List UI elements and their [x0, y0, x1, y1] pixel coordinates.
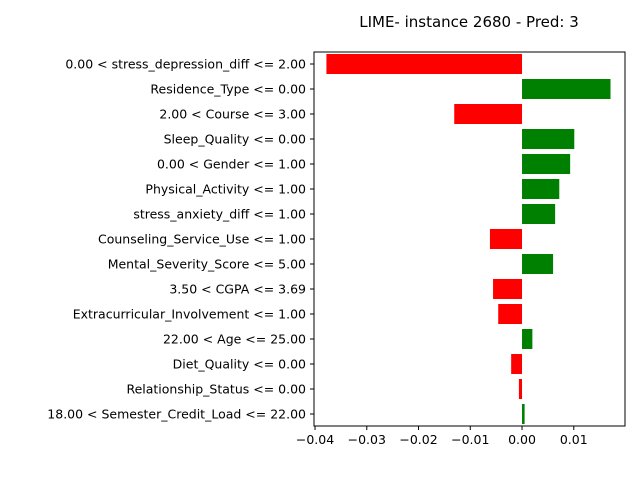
- y-tick-label-0: 0.00 < stress_depression_diff <= 2.00: [65, 57, 306, 72]
- bar-1: [522, 79, 611, 99]
- y-tick-label-9: 3.50 < CGPA <= 3.69: [169, 282, 306, 297]
- y-tick-label-13: Relationship_Status <= 0.00: [126, 382, 306, 397]
- chart-title: LIME- instance 2680 - Pred: 3: [359, 13, 579, 31]
- x-tick-label-1: −0.03: [348, 432, 386, 447]
- bar-6: [522, 204, 556, 224]
- y-tick-label-12: Diet_Quality <= 0.00: [173, 357, 306, 372]
- bar-12: [511, 354, 523, 374]
- y-axis-ticks: 0.00 < stress_depression_diff <= 2.00 Res…: [47, 57, 314, 422]
- y-tick-label-4: 0.00 < Gender <= 1.00: [157, 157, 306, 172]
- y-tick-label-11: 22.00 < Age <= 25.00: [163, 332, 306, 347]
- x-axis-ticks: −0.04 −0.03 −0.02 −0.01 0.00 0.01: [296, 426, 588, 447]
- bar-13: [518, 379, 523, 399]
- bar-4: [522, 154, 571, 174]
- y-tick-label-7: Counseling_Service_Use <= 1.00: [98, 232, 306, 247]
- y-tick-label-3: Sleep_Quality <= 0.00: [164, 132, 306, 147]
- x-tick-label-3: −0.01: [451, 432, 489, 447]
- bar-9: [493, 279, 523, 299]
- bar-14: [522, 404, 525, 424]
- x-tick-label-2: −0.02: [399, 432, 437, 447]
- y-tick-label-2: 2.00 < Course <= 3.00: [159, 107, 306, 122]
- bar-8: [522, 254, 554, 274]
- x-tick-label-4: 0.00: [508, 432, 536, 447]
- y-tick-label-14: 18.00 < Semester_Credit_Load <= 22.00: [47, 407, 306, 422]
- bar-0: [326, 54, 523, 74]
- bar-5: [522, 179, 560, 199]
- bar-3: [522, 129, 575, 149]
- bar-7: [489, 229, 523, 249]
- y-tick-label-1: Residence_Type <= 0.00: [150, 82, 306, 97]
- bar-2: [454, 104, 523, 124]
- plot-frame: [313, 51, 626, 427]
- bar-10: [498, 304, 523, 324]
- bars-group: [326, 54, 611, 424]
- y-tick-label-6: stress_anxiety_diff <= 1.00: [133, 207, 306, 222]
- y-tick-label-8: Mental_Severity_Score <= 5.00: [108, 257, 306, 272]
- bar-11: [522, 329, 533, 349]
- x-tick-label-0: −0.04: [296, 432, 334, 447]
- x-tick-label-5: 0.01: [560, 432, 588, 447]
- y-tick-label-5: Physical_Activity <= 1.00: [145, 182, 306, 197]
- y-tick-label-10: Extracurricular_Involvement <= 1.00: [73, 307, 306, 322]
